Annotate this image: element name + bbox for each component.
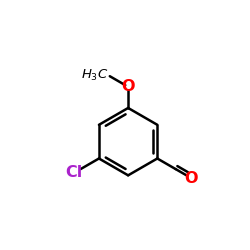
Text: O: O: [184, 170, 198, 186]
Text: $H_3C$: $H_3C$: [82, 68, 109, 83]
Text: O: O: [122, 79, 135, 94]
Text: Cl: Cl: [65, 166, 82, 180]
